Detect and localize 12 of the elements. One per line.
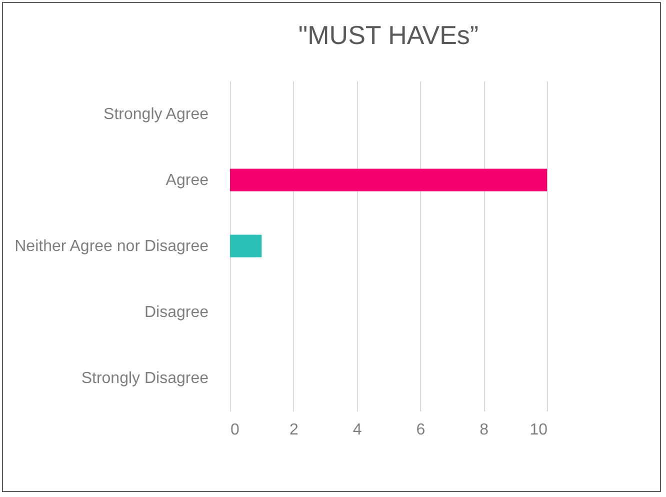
y-tick-label: Agree <box>166 172 209 189</box>
x-tick-label: 8 <box>480 422 489 438</box>
y-tick-label: Neither Agree nor Disagree <box>14 238 209 255</box>
y-tick-label: Strongly Agree <box>104 106 209 123</box>
x-tick-label: 10 <box>530 422 548 438</box>
x-tick-label: 6 <box>416 422 426 438</box>
x-tick-label: 0 <box>230 422 240 438</box>
chart-title: "MUST HAVEs” <box>298 20 479 50</box>
x-tick-label: 4 <box>352 422 362 438</box>
y-tick-label: Strongly Disagree <box>81 370 209 387</box>
x-tick-label: 2 <box>289 422 298 438</box>
y-tick-label: Disagree <box>144 304 209 321</box>
